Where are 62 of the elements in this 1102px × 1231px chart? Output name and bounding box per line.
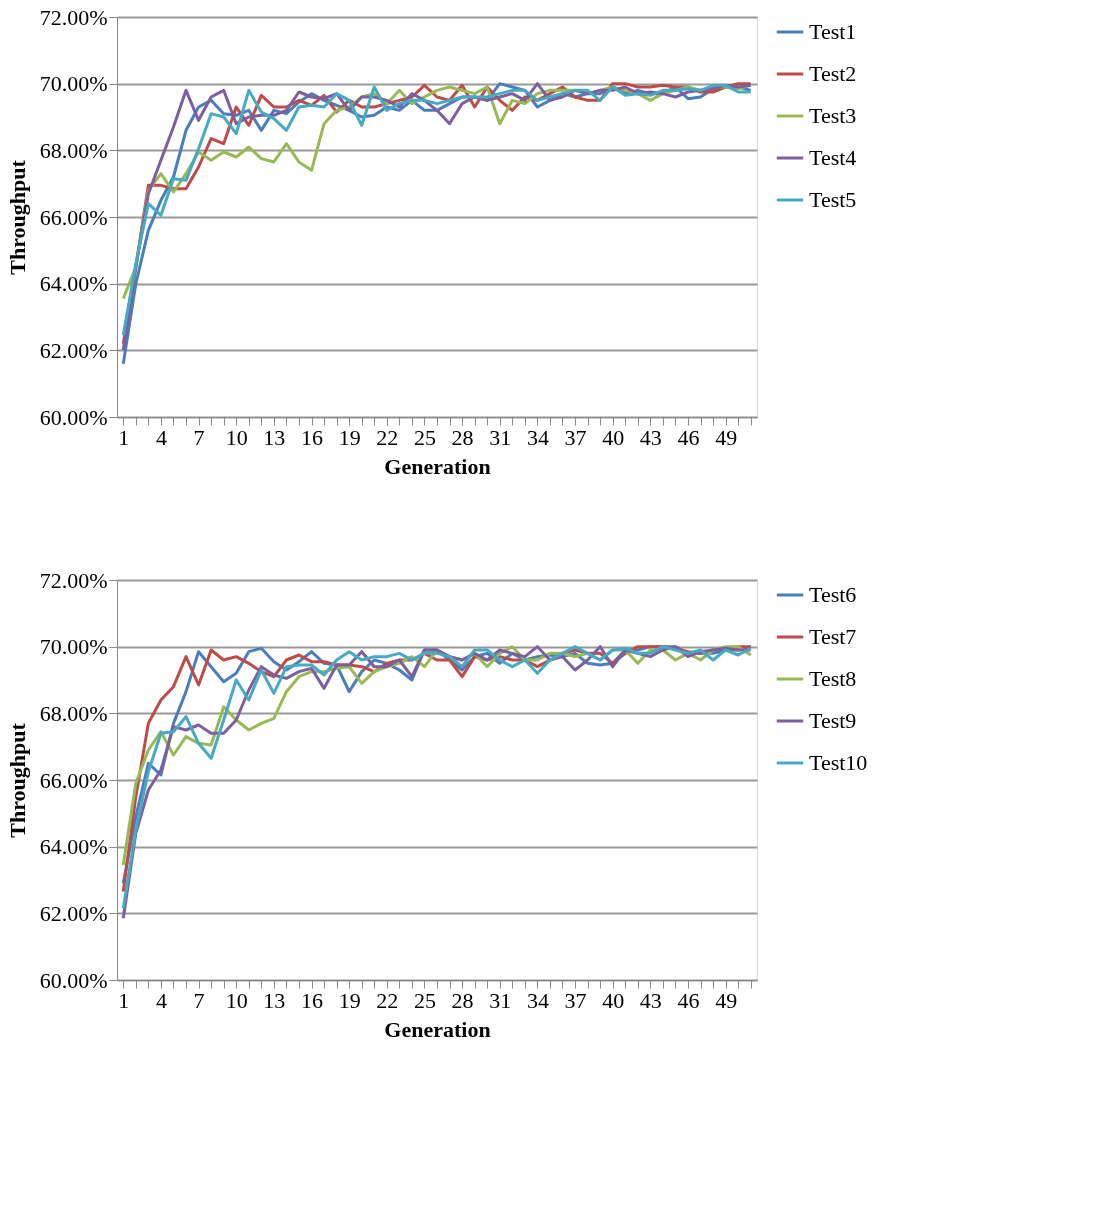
x-tick-label: 43 bbox=[639, 424, 662, 450]
legend-label: Test7 bbox=[809, 624, 857, 649]
legend-label: Test5 bbox=[809, 187, 857, 212]
x-tick-label: 16 bbox=[301, 987, 324, 1013]
x-tick-label: 7 bbox=[193, 424, 205, 450]
x-tick-label: 10 bbox=[225, 987, 248, 1013]
y-tick-label: 62.00% bbox=[39, 900, 108, 926]
x-tick-label: 37 bbox=[564, 424, 587, 450]
x-tick-label: 31 bbox=[489, 987, 512, 1013]
y-tick-label: 60.00% bbox=[39, 967, 108, 993]
legend-label: Test3 bbox=[809, 103, 857, 128]
x-tick-label: 25 bbox=[413, 987, 436, 1013]
legend-label: Test4 bbox=[809, 145, 857, 170]
legend-label: Test2 bbox=[809, 61, 857, 86]
y-axis-title: Throughput bbox=[4, 722, 30, 838]
x-tick-label: 49 bbox=[715, 424, 738, 450]
x-tick-label: 19 bbox=[338, 424, 361, 450]
x-tick-label: 46 bbox=[677, 424, 700, 450]
x-tick-label: 34 bbox=[526, 424, 549, 450]
x-tick-label: 40 bbox=[602, 987, 625, 1013]
x-tick-label: 40 bbox=[602, 424, 625, 450]
legend-label: Test10 bbox=[809, 750, 868, 775]
y-tick-label: 66.00% bbox=[39, 767, 108, 793]
x-tick-label: 13 bbox=[263, 424, 286, 450]
x-tick-label: 28 bbox=[451, 987, 474, 1013]
y-tick-label: 62.00% bbox=[39, 337, 108, 363]
y-tick-label: 72.00% bbox=[39, 567, 108, 593]
y-tick-label: 68.00% bbox=[39, 137, 108, 163]
y-tick-label: 64.00% bbox=[39, 271, 108, 297]
x-tick-label: 7 bbox=[193, 987, 205, 1013]
x-tick-label: 19 bbox=[338, 987, 361, 1013]
legend-label: Test6 bbox=[809, 582, 857, 607]
x-tick-label: 4 bbox=[155, 424, 167, 450]
y-tick-label: 70.00% bbox=[39, 71, 108, 97]
legend-label: Test1 bbox=[809, 19, 857, 44]
x-tick-label: 1 bbox=[118, 987, 130, 1013]
y-tick-label: 72.00% bbox=[39, 4, 108, 30]
y-axis-title: Throughput bbox=[4, 159, 30, 275]
x-tick-label: 43 bbox=[639, 987, 662, 1013]
y-tick-label: 70.00% bbox=[39, 634, 108, 660]
x-tick-label: 28 bbox=[451, 424, 474, 450]
x-tick-label: 34 bbox=[526, 987, 549, 1013]
x-tick-label: 22 bbox=[376, 424, 399, 450]
y-tick-label: 60.00% bbox=[39, 404, 108, 430]
y-tick-label: 66.00% bbox=[39, 204, 108, 230]
x-tick-label: 4 bbox=[155, 987, 167, 1013]
x-axis-title: Generation bbox=[384, 1016, 491, 1042]
x-axis-title: Generation bbox=[384, 453, 491, 479]
x-tick-label: 10 bbox=[225, 424, 248, 450]
y-tick-label: 64.00% bbox=[39, 834, 108, 860]
legend-label: Test8 bbox=[809, 666, 857, 691]
x-tick-label: 16 bbox=[301, 424, 324, 450]
x-tick-label: 22 bbox=[376, 987, 399, 1013]
legend-label: Test9 bbox=[809, 708, 857, 733]
y-tick-label: 68.00% bbox=[39, 700, 108, 726]
x-tick-label: 31 bbox=[489, 424, 512, 450]
x-tick-label: 46 bbox=[677, 987, 700, 1013]
x-tick-label: 37 bbox=[564, 987, 587, 1013]
x-tick-label: 1 bbox=[118, 424, 130, 450]
x-tick-label: 13 bbox=[263, 987, 286, 1013]
x-tick-label: 25 bbox=[413, 424, 436, 450]
x-tick-label: 49 bbox=[715, 987, 738, 1013]
